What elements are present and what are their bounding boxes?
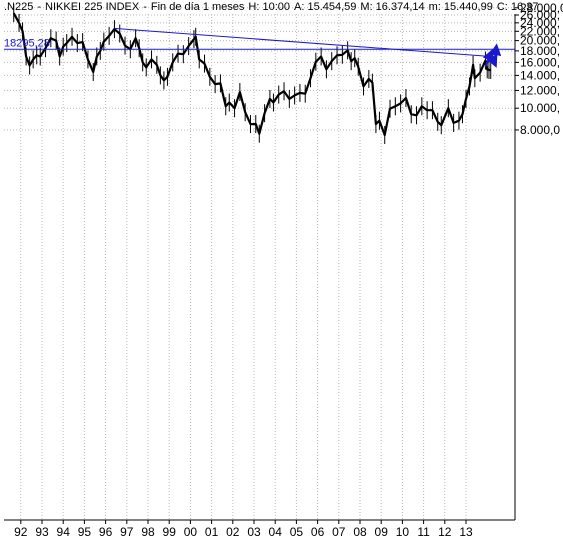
x-tick-label: 96 [99,525,113,538]
x-tick-label: 13 [459,525,473,538]
x-tick-label: 93 [35,525,49,538]
x-tick-label: 07 [332,525,346,538]
index-name-label: NIKKEI 225 INDEX [45,1,140,13]
max-label: M: 16.374,14 [360,1,425,13]
x-tick-label: 05 [290,525,304,538]
close-label: C: 16.37 [496,1,539,13]
plot-layer [12,4,492,144]
x-tick-label: 95 [78,525,92,538]
open-label: A: 15.454,59 [294,1,357,13]
x-tick-label: 12 [438,525,452,538]
min-label: m: 15.440,99 [428,1,493,13]
header-separator: - [37,1,42,13]
header-separator-2: - [143,1,147,13]
x-tick-label: 03 [247,525,261,538]
x-tick-label: 02 [226,525,240,538]
symbol-label: .N225 [4,1,34,13]
x-tick-label: 08 [353,525,367,538]
x-tick-label: 06 [311,525,325,538]
y-tick-label: 24.000, [520,16,560,30]
x-tick-label: 04 [269,525,283,538]
y-tick-label: 18.000, [520,44,560,58]
y-tick-label: 8.000,0 [520,123,560,137]
x-tick-label: 99 [163,525,177,538]
x-tick-label: 01 [205,525,219,538]
x-tick-label: 10 [396,525,410,538]
y-tick-label: 22.000, [520,24,560,38]
x-tick-label: 09 [375,525,389,538]
forecast-arrow [489,43,502,63]
period-label: Fin de día 1 meses [150,1,245,13]
trendline [114,27,491,57]
x-tick-label: 97 [120,525,134,538]
x-tick-label: 92 [14,525,28,538]
chart-header: .N225- NIKKEI 225 INDEX - Fin de día 1 mese… [4,1,542,13]
x-tick-label: 98 [141,525,155,538]
y-tick-label: 28.000,0 [520,1,563,15]
high-label: H: 10:00 [248,1,291,13]
y-tick-label: 26.000, [520,8,560,22]
axis-layer: 28.000,026.000,24.000,22.000,20.000,18.0… [4,1,563,538]
y-tick-label: 10.000, [520,101,560,115]
y-tick-label: 16.000, [520,55,560,69]
x-tick-label: 94 [57,525,71,538]
x-tick-label: 11 [417,525,430,538]
y-tick-label: 12.000, [520,83,560,97]
y-tick-label: 14.000, [520,68,560,82]
y-tick-label: 20.000, [520,34,560,48]
overlay-layer: 18295,28 [4,27,515,68]
x-tick-label: 00 [184,525,198,538]
resistance-line-label: 18295,28 [4,37,50,49]
